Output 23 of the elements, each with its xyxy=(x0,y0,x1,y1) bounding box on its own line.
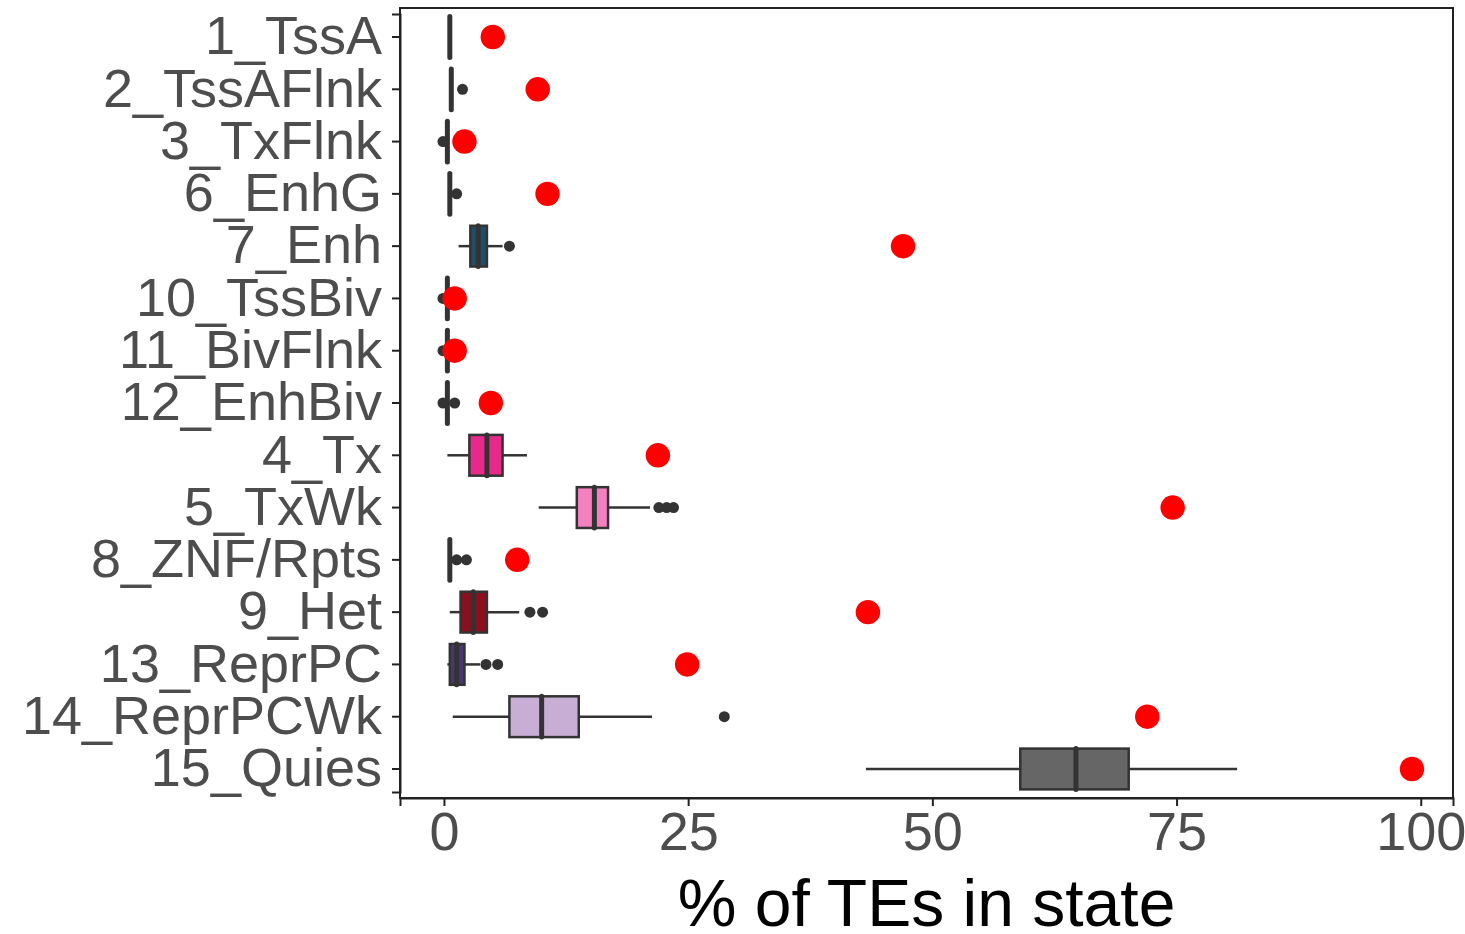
x-tick-label: 100 xyxy=(1376,801,1465,862)
point xyxy=(674,652,700,677)
point xyxy=(442,338,467,363)
y-tick-label: 1_TssA xyxy=(204,5,382,66)
point xyxy=(442,286,467,311)
x-tick-label: 25 xyxy=(658,801,719,862)
point xyxy=(855,599,881,625)
point xyxy=(645,443,671,468)
point xyxy=(480,24,506,50)
x-axis-title: % of TEs in state xyxy=(677,866,1176,934)
point xyxy=(1160,495,1185,520)
point xyxy=(525,77,550,102)
point xyxy=(890,233,916,259)
point xyxy=(504,547,530,573)
x-tick-label: 75 xyxy=(1147,801,1208,862)
point xyxy=(452,129,477,154)
y-tick-label: 4_Tx xyxy=(261,423,382,484)
point xyxy=(535,181,560,207)
point xyxy=(1135,704,1160,729)
x-tick-label: 0 xyxy=(429,801,460,862)
point xyxy=(478,390,504,416)
point xyxy=(1399,756,1425,782)
x-tick-label: 50 xyxy=(902,801,963,862)
